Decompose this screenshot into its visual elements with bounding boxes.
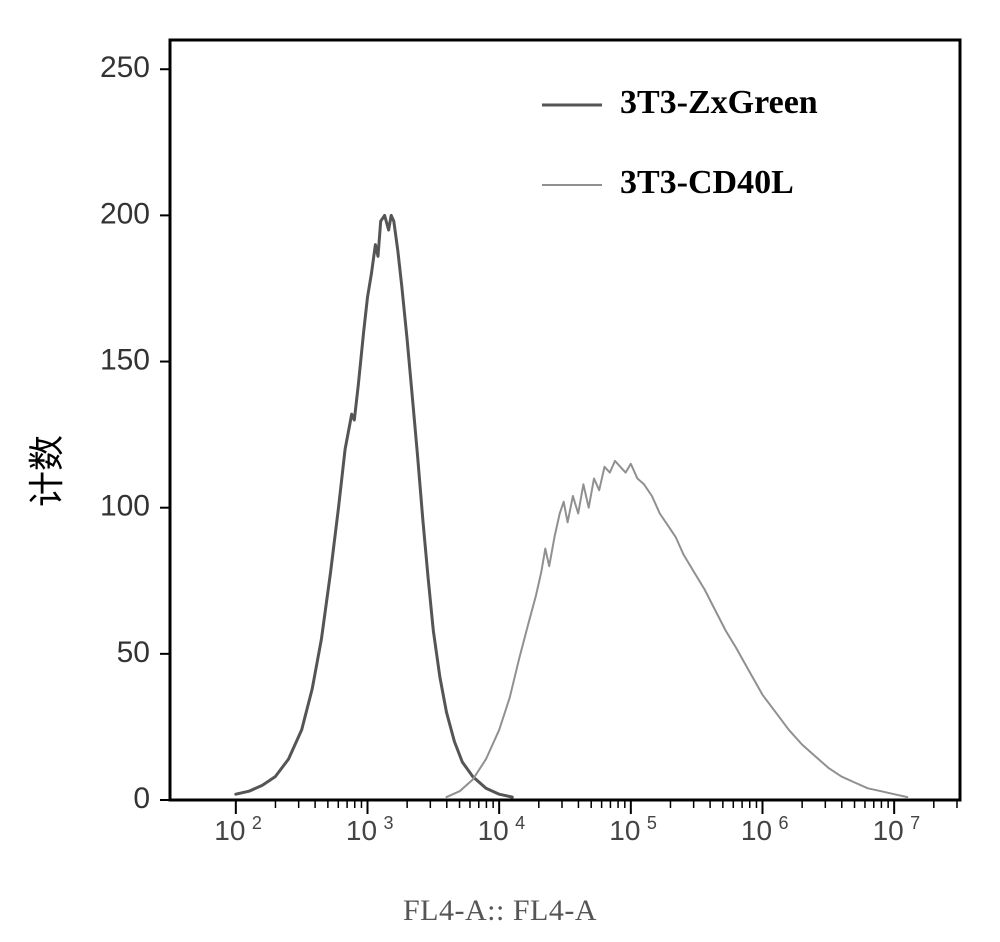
x-tick-label-base: 10 <box>741 815 772 846</box>
y-tick-label: 50 <box>117 636 150 669</box>
x-tick-label-exp: 6 <box>779 813 789 833</box>
x-tick-label-exp: 2 <box>252 813 262 833</box>
figure: 计数 FL4-A:: FL4-A 05010015020025010210310… <box>0 0 1000 942</box>
legend-label: 3T3-ZxGreen <box>620 84 818 121</box>
plot-border <box>170 40 960 800</box>
y-tick-label: 250 <box>100 51 150 84</box>
series-3T3-ZxGreen <box>236 215 513 797</box>
y-tick-label: 100 <box>100 490 150 523</box>
y-tick-label: 200 <box>100 197 150 230</box>
x-tick-label-exp: 7 <box>910 813 920 833</box>
x-tick-label-exp: 3 <box>384 813 394 833</box>
x-tick-label-base: 10 <box>873 815 904 846</box>
y-tick-label: 0 <box>133 782 150 815</box>
x-tick-label-base: 10 <box>346 815 377 846</box>
x-tick-label-base: 10 <box>214 815 245 846</box>
x-tick-label-base: 10 <box>609 815 640 846</box>
x-tick-label-exp: 4 <box>515 813 525 833</box>
x-tick-label-exp: 5 <box>647 813 657 833</box>
x-tick-label-base: 10 <box>478 815 509 846</box>
plot-svg: 0 50 100 150 200 250 10 2 10 3 10 4 10 5 10 6 10 7 3T3-ZxG… <box>0 0 1000 942</box>
legend-label: 3T3-CD40L <box>620 164 794 201</box>
series-3T3-CD40L <box>447 461 908 797</box>
y-tick-label: 150 <box>100 343 150 376</box>
